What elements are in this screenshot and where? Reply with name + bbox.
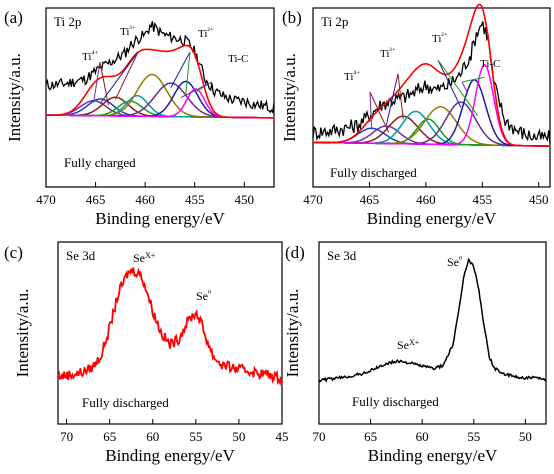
plot-frame bbox=[312, 7, 551, 188]
se-spectrum bbox=[318, 257, 547, 384]
x-axis-title: Binding energy/eV bbox=[368, 446, 498, 465]
plot-frame bbox=[318, 241, 547, 425]
x-tick-label: 455 bbox=[185, 192, 205, 207]
peak-leader bbox=[93, 61, 101, 103]
plot-frame bbox=[45, 7, 275, 188]
fit-component-4 bbox=[313, 110, 549, 147]
condition-label: Fully discharged bbox=[330, 165, 417, 180]
peak-label: Se⁰ bbox=[447, 255, 462, 270]
condition-label: Fully discharged bbox=[82, 395, 169, 410]
peak-label: SeX+ bbox=[133, 251, 156, 266]
x-tick-label: 50 bbox=[232, 429, 245, 444]
core-level-label: Ti 2p bbox=[321, 14, 348, 29]
x-tick-label: 460 bbox=[416, 192, 436, 207]
peak-leader bbox=[185, 51, 191, 95]
peak-label: SeX+ bbox=[397, 338, 420, 353]
x-tick-label: 470 bbox=[36, 192, 56, 207]
panel-a: 470 465 460 455 450 Binding energy/eV Intensit… bbox=[4, 7, 275, 228]
y-axis-title: Intensity/a.u. bbox=[283, 289, 302, 378]
panel-label: (d) bbox=[285, 243, 305, 262]
condition-label: Fully charged bbox=[64, 155, 136, 170]
raw-spectrum bbox=[312, 21, 551, 144]
x-tick-label: 50 bbox=[519, 429, 532, 444]
envelope-fit bbox=[313, 3, 549, 147]
peak-label: Ti⁴⁺ bbox=[344, 69, 360, 84]
core-level-label: Se 3d bbox=[327, 248, 357, 263]
peak-label-superscript: X+ bbox=[409, 338, 420, 347]
peak-label: Ti²⁺ bbox=[432, 31, 448, 46]
panel-b: 470 465 460 455 450 Binding energy/eV Intensit… bbox=[280, 3, 551, 228]
y-axis-title: Intensity/a.u. bbox=[13, 289, 32, 378]
x-tick-label: 465 bbox=[86, 192, 106, 207]
x-tick-label: 65 bbox=[103, 429, 116, 444]
x-tick-label: 60 bbox=[146, 429, 159, 444]
peak-label-superscript: ²⁺ bbox=[441, 31, 448, 40]
peak-label-superscript: ³⁺ bbox=[129, 24, 136, 33]
peak-leader bbox=[99, 61, 109, 106]
peak-label: Ti³⁺ bbox=[380, 46, 396, 61]
x-tick-label: 465 bbox=[360, 192, 380, 207]
peak-label: Ti⁴⁺ bbox=[82, 49, 98, 64]
panel-c: 70 65 60 55 50 45 Binding energy/eV Intensity/a… bbox=[4, 241, 289, 465]
peak-leader bbox=[397, 73, 404, 120]
x-tick-label: 470 bbox=[303, 192, 323, 207]
core-level-label: Ti 2p bbox=[54, 14, 81, 29]
peak-label-superscript: X+ bbox=[145, 251, 156, 260]
x-tick-label: 460 bbox=[135, 192, 155, 207]
peak-label-superscript: ³⁺ bbox=[389, 46, 396, 55]
peak-label: Ti²⁺ bbox=[198, 26, 214, 41]
panel-label: (b) bbox=[282, 8, 302, 27]
x-axis-title: Binding energy/eV bbox=[95, 209, 225, 228]
peak-label: Se⁰ bbox=[196, 289, 211, 304]
core-level-label: Se 3d bbox=[66, 248, 96, 263]
x-tick-label: 450 bbox=[235, 192, 255, 207]
peak-label-superscript: ²⁺ bbox=[207, 26, 214, 35]
x-axis-title: Binding energy/eV bbox=[367, 209, 497, 228]
peak-leader bbox=[170, 51, 191, 88]
condition-label: Fully discharged bbox=[352, 394, 439, 409]
peak-label: Ti-C bbox=[480, 58, 500, 70]
peak-leader bbox=[437, 59, 479, 117]
plot-frame bbox=[57, 241, 283, 425]
x-tick-label: 70 bbox=[313, 429, 326, 444]
x-axis-title: Binding energy/eV bbox=[105, 446, 235, 465]
peak-leader bbox=[100, 51, 139, 104]
panel-label: (c) bbox=[4, 243, 23, 262]
y-axis-title: Intensity/a.u. bbox=[280, 53, 299, 142]
x-tick-label: 55 bbox=[467, 429, 480, 444]
panel-d: 70 65 60 55 50 Binding energy/eV Intensity/a.u… bbox=[283, 241, 547, 465]
peak-label-superscript: ⁴⁺ bbox=[91, 49, 98, 58]
x-tick-label: 45 bbox=[276, 429, 289, 444]
x-tick-label: 60 bbox=[416, 429, 429, 444]
x-tick-label: 455 bbox=[473, 192, 493, 207]
peak-leader bbox=[461, 76, 485, 83]
x-tick-label: 65 bbox=[364, 429, 377, 444]
envelope-fit bbox=[45, 44, 273, 119]
x-tick-label: 55 bbox=[189, 429, 202, 444]
peak-label-superscript: ⁰ bbox=[208, 289, 211, 298]
peak-leader bbox=[180, 81, 213, 99]
peak-label: Ti-C bbox=[228, 53, 248, 65]
peak-label: Ti³⁺ bbox=[120, 24, 136, 39]
peak-leader bbox=[369, 91, 390, 133]
peak-leader bbox=[385, 73, 399, 125]
y-axis-title: Intensity/a.u. bbox=[5, 53, 24, 142]
peak-leader bbox=[437, 59, 462, 108]
peak-leader bbox=[114, 51, 139, 100]
raw-spectrum bbox=[45, 21, 275, 115]
peak-leader bbox=[369, 91, 373, 130]
x-tick-label: 450 bbox=[529, 192, 549, 207]
se-spectrum bbox=[57, 267, 283, 387]
x-tick-label: 70 bbox=[60, 429, 73, 444]
peak-label-superscript: ⁰ bbox=[459, 255, 462, 264]
peak-label-superscript: ⁴⁺ bbox=[353, 69, 360, 78]
panel-label: (a) bbox=[4, 8, 23, 27]
peak-leader bbox=[461, 81, 469, 94]
